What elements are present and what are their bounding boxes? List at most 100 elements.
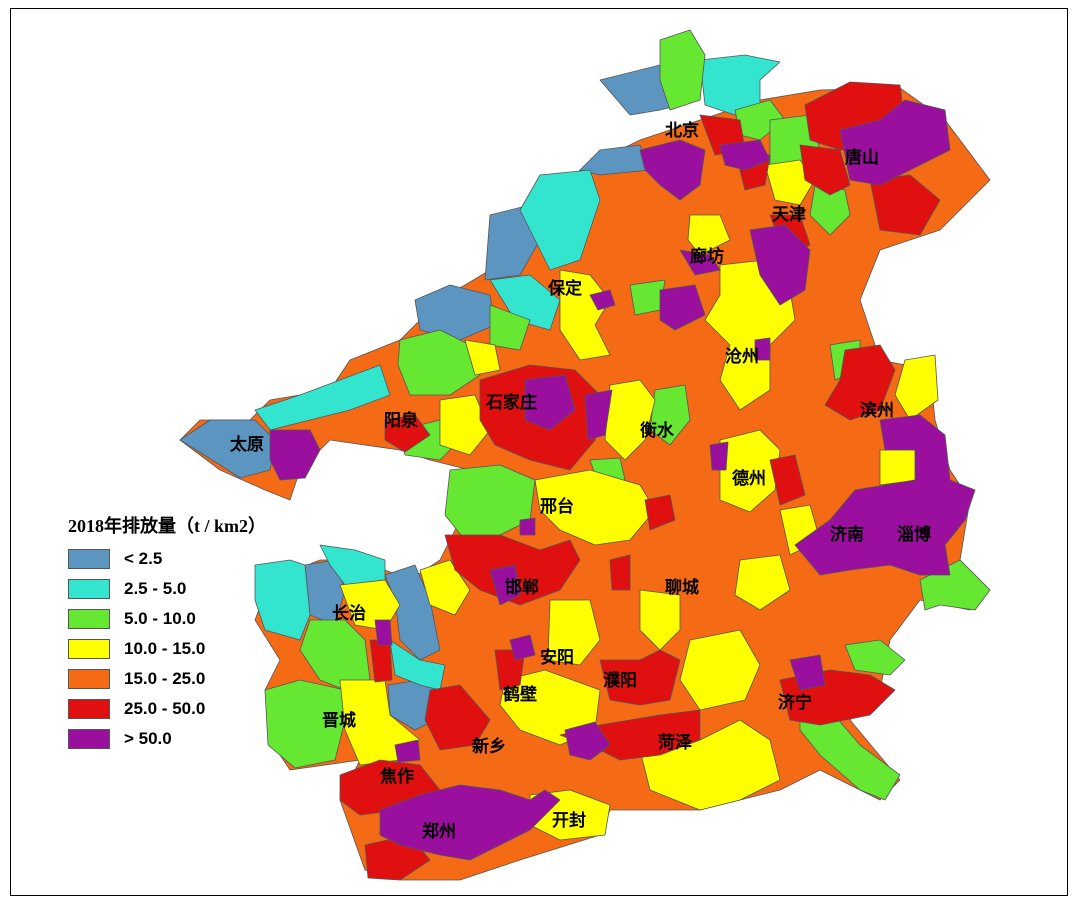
city-label-langfang: 廊坊	[690, 246, 724, 267]
city-label-anyang: 安阳	[540, 647, 574, 668]
city-label-cangzhou: 沧州	[725, 346, 759, 367]
legend-swatch	[68, 549, 110, 569]
region-10-15	[339, 579, 401, 631]
legend-swatch	[68, 729, 110, 749]
region-10-15	[879, 449, 919, 486]
legend-label: > 50.0	[124, 729, 172, 748]
city-label-tangshan: 唐山	[845, 147, 879, 168]
city-label-dezhou: 德州	[732, 468, 766, 489]
region-10-15	[719, 429, 781, 513]
region-gt50	[679, 249, 721, 276]
legend-swatch	[68, 699, 110, 719]
region-gt50	[489, 564, 521, 606]
region-gt50	[839, 99, 951, 186]
city-label-handan: 邯郸	[505, 577, 539, 598]
legend-item: 2.5 - 5.0	[68, 574, 266, 604]
city-label-xinxiang: 新乡	[472, 736, 506, 757]
city-label-heze: 菏泽	[658, 732, 692, 753]
region-10-15	[547, 599, 601, 666]
region-2_5-5	[519, 169, 601, 271]
region-gt50	[749, 224, 811, 306]
region-5-10	[489, 304, 531, 351]
region-5-10	[264, 679, 346, 769]
region-25-50	[869, 174, 941, 236]
region-gt50	[564, 721, 611, 761]
city-label-shijiazhuang: 石家庄	[485, 392, 537, 413]
region-10-15	[687, 214, 731, 256]
region-gt50	[709, 441, 729, 471]
region-gt50	[719, 139, 771, 171]
region-gt50	[794, 414, 976, 576]
legend-title: 2018年排放量（t / km2）	[68, 516, 266, 536]
city-label-jinan: 济南	[830, 524, 864, 545]
region-5-10	[659, 29, 706, 111]
city-label-puyang: 濮阳	[603, 670, 637, 691]
region-25-50	[424, 684, 491, 751]
city-label-liaocheng: 聊城	[665, 577, 699, 598]
region-10-15	[764, 159, 816, 206]
legend-label: 15.0 - 25.0	[124, 669, 206, 688]
region-gt50	[374, 619, 393, 646]
region-gt50	[659, 284, 706, 331]
legend-label: < 2.5	[124, 549, 163, 568]
region-25-50	[609, 554, 631, 591]
legend-label: 2.5 - 5.0	[124, 579, 187, 598]
region-25-50	[769, 454, 806, 506]
city-label-taiyuan: 太原	[230, 434, 264, 455]
region-5-10	[844, 639, 906, 676]
legend-item: 10.0 - 15.0	[68, 634, 266, 664]
region-gt50	[394, 739, 421, 763]
legend-item: 15.0 - 25.0	[68, 664, 266, 694]
city-label-jincheng: 晋城	[322, 711, 356, 731]
region-gt50	[509, 634, 536, 661]
region-10-15	[639, 589, 681, 651]
region-25-50	[384, 414, 431, 453]
city-label-kaifeng: 开封	[552, 810, 586, 831]
region-5-10	[397, 329, 481, 396]
city-label-hengshui: 衡水	[640, 420, 675, 441]
city-label-beijing: 北京	[665, 120, 699, 141]
city-label-tianjin: 天津	[772, 204, 806, 225]
legend: 2018年排放量（t / km2） < 2.5 2.5 - 5.0 5.0 - 10…	[68, 512, 266, 754]
region-5-10	[649, 384, 691, 446]
region-10-15	[439, 394, 491, 456]
region-gt50	[589, 289, 616, 311]
region-gt50	[789, 654, 826, 691]
region-10-15	[679, 629, 761, 711]
region-gt50	[524, 374, 576, 431]
legend-swatch	[68, 579, 110, 599]
region-5-10	[799, 699, 901, 801]
region-gt50	[754, 337, 771, 361]
legend-rows: < 2.5 2.5 - 5.0 5.0 - 10.0 10.0 - 15.0 15.0 …	[68, 544, 266, 754]
region-25-50	[599, 649, 681, 706]
legend-item: < 2.5	[68, 544, 266, 574]
city-label-xingtai: 邢台	[540, 496, 574, 517]
city-label-hebi: 鹤壁	[503, 684, 537, 705]
region-gt50	[269, 429, 321, 481]
city-label-binzhou: 滨州	[860, 400, 894, 421]
legend-item: 25.0 - 50.0	[68, 694, 266, 724]
city-label-jining: 济宁	[778, 692, 812, 713]
region-5-10	[444, 464, 536, 541]
region-10-15	[639, 719, 781, 811]
region-2_5-5	[254, 559, 311, 641]
region-10-15	[419, 559, 471, 616]
city-label-zhengzhou: 郑州	[422, 821, 456, 842]
legend-swatch	[68, 669, 110, 689]
region-10-15	[464, 339, 501, 376]
legend-item: 5.0 - 10.0	[68, 604, 266, 634]
legend-label: 10.0 - 15.0	[124, 639, 206, 658]
region-25-50	[799, 144, 851, 196]
region-gt50	[584, 389, 613, 441]
legend-label: 5.0 - 10.0	[124, 609, 196, 628]
region-gt50	[519, 517, 536, 536]
region-10-15	[559, 269, 611, 361]
region-10-15	[604, 379, 656, 461]
region-gt50	[379, 784, 561, 861]
city-label-yangquan: 阳泉	[384, 410, 419, 431]
legend-swatch	[68, 609, 110, 629]
region-gt50	[639, 139, 706, 201]
legend-swatch	[68, 639, 110, 659]
region-10-15	[734, 554, 791, 611]
